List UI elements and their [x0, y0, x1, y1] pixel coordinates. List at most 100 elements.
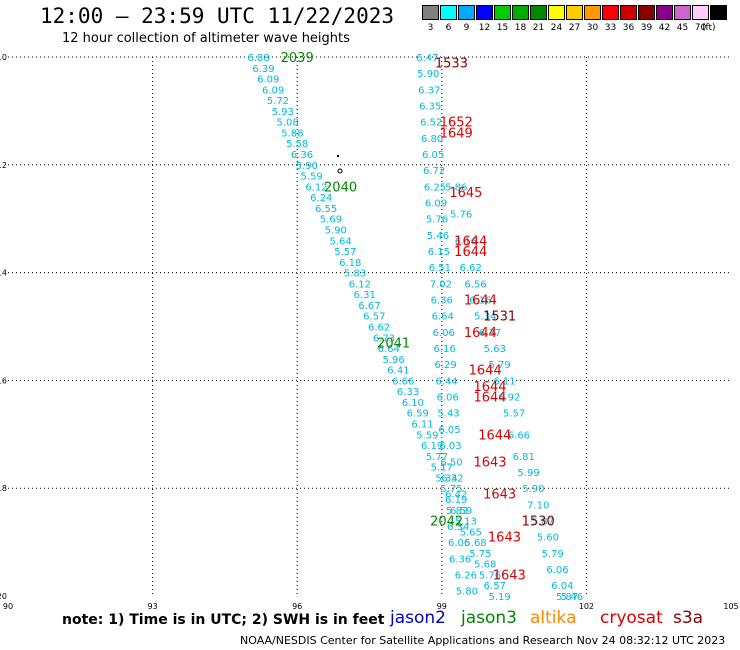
swh-value: 6.66	[392, 376, 414, 387]
swh-value: 6.56	[464, 279, 486, 290]
pass-time-jason3: 2042	[430, 515, 463, 530]
colorbar-swatch	[584, 5, 601, 20]
colorbar-swatch	[440, 5, 457, 20]
page-subtitle: 12 hour collection of altimeter wave hei…	[62, 31, 350, 46]
swh-value: 5.19	[489, 592, 511, 603]
swh-value: 6.09	[257, 75, 279, 86]
swh-value: 5.96	[382, 355, 404, 366]
swh-value: 6.88	[248, 53, 270, 64]
colorbar-label: 18	[514, 23, 527, 33]
lat-tick-label: -18	[0, 484, 7, 493]
note-text: note: 1) Time is in UTC; 2) SWH is in fe…	[62, 612, 385, 628]
swh-value: 6.19	[421, 441, 443, 452]
swh-value: 6.66	[508, 430, 530, 441]
legend-s3a: s3a	[673, 608, 704, 628]
swh-value: 6.62	[460, 263, 482, 274]
colorbar-label: 3	[427, 23, 434, 33]
swh-value: 6.29	[435, 360, 457, 371]
colorbar-label: 33	[604, 23, 617, 33]
swh-value: 6.35	[419, 102, 441, 113]
legend-cryosat: cryosat	[600, 608, 663, 628]
swh-value: 5.76	[450, 209, 472, 220]
swh-value: 6.50	[440, 457, 462, 468]
swh-value: 6.57	[484, 581, 506, 592]
swh-value: 5.64	[329, 236, 351, 247]
swh-value: 5.83	[446, 506, 468, 517]
lon-tick-label: 105	[723, 602, 738, 611]
colorbar-label: 70	[694, 23, 707, 33]
swh-value: 5.13	[455, 517, 477, 528]
colorbar-swatch	[458, 5, 475, 20]
colorbar-swatch	[692, 5, 709, 20]
swh-value: 6.06	[433, 328, 455, 339]
swh-value: 6.41	[387, 366, 409, 377]
swh-value: 6.06	[436, 393, 458, 404]
swh-value: 6.18	[339, 258, 361, 269]
swh-value: 6.52	[420, 118, 442, 129]
swh-value: 5.99	[517, 468, 539, 479]
swh-value: 5.75	[469, 549, 491, 560]
swh-value: 5.59	[416, 430, 438, 441]
swh-value: 6.44	[435, 376, 457, 387]
lon-tick-label: 96	[292, 602, 302, 611]
swh-value: 6.36	[431, 296, 453, 307]
swh-value: 5.90	[417, 69, 439, 80]
swh-value: 6.57	[363, 312, 385, 323]
pass-time-cryosat: 1644	[469, 364, 502, 379]
swh-value: 5.83	[344, 269, 366, 280]
swh-value: 6.67	[358, 301, 380, 312]
pass-time-cryosat: 1644	[454, 234, 487, 249]
island-marker	[336, 154, 343, 174]
swh-value: 6.32	[441, 473, 463, 484]
swh-value: 5.57	[503, 409, 525, 420]
swh-value: 6.03	[439, 441, 461, 452]
swh-value: 6.64	[432, 312, 454, 323]
colorbar-swatch	[494, 5, 511, 20]
colorbar-label: 24	[550, 23, 563, 33]
swh-value: 5.87	[556, 592, 578, 603]
pass-time-cryosat: 1644	[464, 326, 497, 341]
swh-value: 6.51	[429, 263, 451, 274]
pass-time-cryosat: 1644	[454, 245, 487, 260]
swh-value: 5.72	[267, 96, 289, 107]
colorbar-label: 21	[532, 23, 545, 33]
swh-value: 5.59	[301, 172, 323, 183]
colorbar-swatch	[422, 5, 439, 20]
pass-time-cryosat: 1643	[473, 455, 506, 470]
swh-value: 5.46	[561, 592, 583, 603]
lon-tick-label: 102	[579, 602, 594, 611]
swh-value: 6.73	[373, 333, 395, 344]
swh-value: 6.64	[378, 344, 400, 355]
swh-value: 6.26	[455, 570, 477, 581]
swh-value: 7.02	[430, 279, 452, 290]
pass-time-jason3: 2041	[377, 337, 410, 352]
swh-value: 6.16	[434, 344, 456, 355]
swh-value: 6.55	[315, 204, 337, 215]
swh-value: 5.46	[427, 231, 449, 242]
pass-time-cryosat: 1643	[488, 531, 521, 546]
swh-value: 6.11	[493, 376, 515, 387]
page-title: 12:00 — 23:59 UTC 11/22/2023	[40, 4, 395, 28]
pass-time-cryosat: 1645	[449, 186, 482, 201]
swh-value: 5.80	[456, 587, 478, 598]
colorbar-swatch	[620, 5, 637, 20]
colorbar-label: 39	[640, 23, 653, 33]
lon-tick-label: 93	[148, 602, 158, 611]
colorbar-swatch	[638, 5, 655, 20]
swh-value: 5.34	[435, 473, 457, 484]
colorbar-label: 42	[658, 23, 671, 33]
pass-time-cryosat: 1644	[473, 380, 506, 395]
colorbar-swatch	[602, 5, 619, 20]
colorbar-swatch	[476, 5, 493, 20]
colorbar-unit: (ft)	[702, 23, 716, 33]
swh-value: 5.76	[479, 570, 501, 581]
swh-value: 5.86	[445, 182, 467, 193]
colorbar-swatch	[530, 5, 547, 20]
swh-value: 6.16	[469, 296, 491, 307]
colorbar-swatch	[710, 5, 727, 20]
swh-value: 6.36	[449, 554, 471, 565]
pass-time-cryosat: 1644	[464, 294, 497, 309]
swh-value: 6.59	[450, 506, 472, 517]
swh-value: 6.15	[428, 247, 450, 258]
swh-value: 6.31	[354, 290, 376, 301]
